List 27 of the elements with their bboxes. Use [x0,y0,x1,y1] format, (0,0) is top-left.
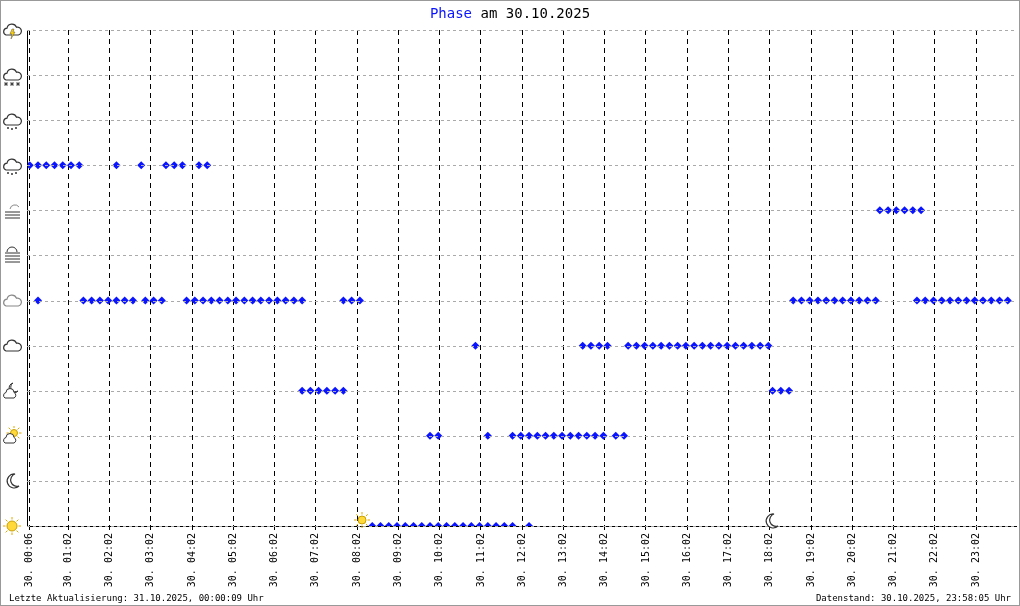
text: Datenstand: 30.10.2025, 23:58:05 Uhr [815,593,1011,603]
x-tick-label: 30. 07:02 [309,533,321,588]
x-tick-label: 30. 04:02 [185,533,197,588]
x-tick-label: 30. 17:02 [722,533,734,588]
x-tick-label: 30. 21:02 [887,533,899,588]
x-tick-label: 30. 22:02 [928,533,940,588]
x-tick-label: 30. 23:02 [969,533,981,588]
x-tick-label: 30. 13:02 [557,533,569,588]
x-tick-label: 30. 14:02 [598,533,610,588]
x-tick-label: 30. 18:02 [763,533,775,588]
x-tick-label: 30. 02:02 [103,533,115,588]
x-tick-label: 30. 19:02 [804,533,816,588]
x-tick-label: 30. 09:02 [391,533,403,588]
x-tick-label: 30. 12:02 [515,533,527,588]
x-tick-label: 30. 03:02 [144,533,156,588]
x-tick-label: 30. 05:02 [226,533,238,588]
x-tick-label: 30. 01:02 [61,533,73,588]
x-tick-label: 30. 00:06 [23,533,35,588]
x-tick-label: 30. 20:02 [845,533,857,588]
chart-title: Phase am 30.10.2025 [428,5,592,21]
x-tick-label: 30. 08:02 [350,533,362,588]
x-tick-label: 30. 10:02 [433,533,445,588]
x-tick-label: 30. 06:02 [268,533,280,588]
x-tick-label: 30. 15:02 [639,533,651,588]
text: Letzte Aktualisierung: 31.10.2025, 00:00:09 Uhr [9,593,264,603]
x-tick-label: 30. 11:02 [474,533,486,588]
x-tick-label: 30. 16:02 [680,533,692,588]
